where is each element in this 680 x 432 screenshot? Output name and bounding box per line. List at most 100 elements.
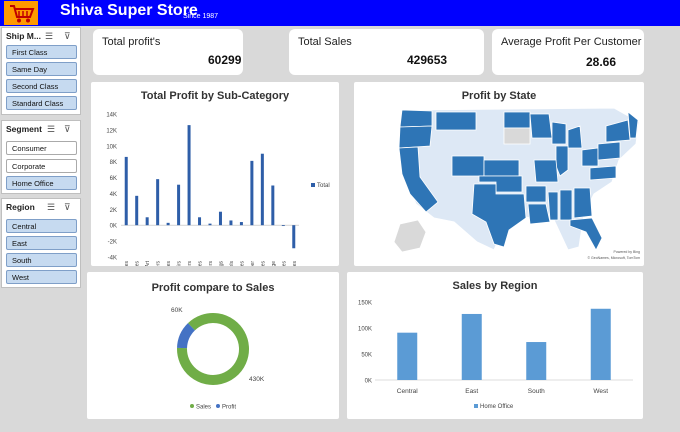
bar bbox=[145, 217, 149, 226]
kpi-value: 60299 bbox=[208, 53, 242, 67]
bar bbox=[166, 222, 170, 226]
cart-icon bbox=[4, 1, 38, 25]
clear-filter-icon[interactable]: ⊽ bbox=[64, 124, 71, 134]
legend-label: Profit bbox=[222, 405, 236, 411]
bar bbox=[260, 153, 264, 226]
chart-title: Profit by State bbox=[461, 90, 537, 102]
legend-label: Home Office bbox=[480, 404, 514, 410]
multi-select-icon[interactable]: ☰ bbox=[47, 124, 56, 134]
x-tick-label: Tables bbox=[292, 261, 298, 267]
slicer-item-east[interactable]: East bbox=[6, 236, 77, 250]
map-state-colorado bbox=[451, 155, 485, 177]
slicer-item-central[interactable]: Central bbox=[6, 219, 77, 233]
x-tick-label: Binders bbox=[156, 261, 162, 267]
y-tick-label: 10K bbox=[106, 144, 117, 150]
chart-profit-vs-sales: Profit compare to Sales 430K 60K Sales Prof… bbox=[87, 272, 339, 419]
bar bbox=[281, 225, 285, 227]
region-bar-chart: 0K 50K 100K 150K Central East South West Home Of… bbox=[358, 301, 633, 410]
slicer-item-west[interactable]: West bbox=[6, 270, 77, 284]
slicer-segment: Segment ☰ ⊽ Consumer Corporate Home Offi… bbox=[1, 120, 81, 194]
map-state-michigan bbox=[567, 125, 583, 149]
slicer-item-south[interactable]: South bbox=[6, 253, 77, 267]
map-state-alaska bbox=[393, 219, 427, 253]
y-tick-label: 50K bbox=[361, 353, 372, 359]
y-tick-label: 2K bbox=[110, 208, 117, 214]
chart-sales-region: Sales by Region 0K 50K 100K 150K Central East… bbox=[347, 272, 643, 419]
y-tick-label: 0K bbox=[110, 224, 117, 230]
y-tick-label: -2K bbox=[108, 240, 117, 246]
x-tick-label: Furnishings bbox=[218, 261, 224, 266]
x-tick-label: Paper bbox=[250, 261, 256, 266]
slicer-title: Segment bbox=[6, 124, 42, 134]
kpi-avg-profit: Average Profit Per Customer 28.66 bbox=[492, 29, 644, 75]
y-tick-label: 14K bbox=[106, 113, 117, 119]
slicer-item-consumer[interactable]: Consumer bbox=[6, 141, 77, 155]
slicer-item-first-class[interactable]: First Class bbox=[6, 45, 77, 59]
bar bbox=[229, 220, 233, 226]
slicer-item-home-office[interactable]: Home Office bbox=[6, 176, 77, 190]
map-state-oregon bbox=[398, 125, 433, 149]
x-tick-label: Machines bbox=[239, 261, 245, 266]
map-state-mississippi bbox=[547, 191, 559, 221]
legend-swatch bbox=[190, 404, 194, 408]
map-state-washington bbox=[399, 109, 433, 128]
slicer-title: Region bbox=[6, 202, 35, 212]
map-state-arkansas bbox=[525, 185, 547, 203]
bar bbox=[198, 217, 202, 226]
y-tick-label: 8K bbox=[110, 160, 117, 166]
x-tick-label: Art bbox=[145, 260, 151, 266]
bar bbox=[135, 195, 139, 226]
donut-slice bbox=[177, 323, 196, 349]
x-tick-label: West bbox=[593, 388, 608, 395]
x-tick-label: Envelopes bbox=[198, 261, 204, 266]
bar bbox=[177, 184, 181, 226]
slicer-item-second-class[interactable]: Second Class bbox=[6, 79, 77, 93]
legend-swatch bbox=[311, 183, 315, 187]
map-state-pennsylvania bbox=[597, 141, 621, 161]
x-tick-label: Labels bbox=[229, 261, 235, 266]
clear-filter-icon[interactable]: ⊽ bbox=[64, 31, 71, 41]
legend-swatch bbox=[216, 404, 220, 408]
map-state-south-dakota bbox=[503, 127, 531, 145]
x-tick-label: Storage bbox=[271, 261, 277, 266]
y-tick-label: 0K bbox=[365, 379, 372, 385]
slicer-item-same-day[interactable]: Same Day bbox=[6, 62, 77, 76]
kpi-label: Average Profit Per Customer bbox=[501, 36, 642, 48]
kpi-total-profit: Total profit's 60299 bbox=[93, 29, 243, 75]
map-state-north-dakota bbox=[503, 111, 531, 129]
x-tick-label: Bookcases bbox=[166, 261, 172, 266]
x-tick-label: Appliances bbox=[135, 261, 141, 266]
map-attribution-line1: Powered by Bing bbox=[614, 250, 641, 254]
bar bbox=[124, 156, 128, 226]
data-label-profit: 60K bbox=[171, 307, 183, 314]
map-state-kansas bbox=[483, 159, 520, 177]
clear-filter-icon[interactable]: ⊽ bbox=[64, 202, 71, 212]
map-state-alabama bbox=[559, 189, 573, 221]
bar bbox=[292, 225, 296, 249]
chart-profit-state: Profit by State Powered by Bing © GeoNam… bbox=[354, 82, 644, 266]
map-state-montana bbox=[435, 111, 477, 131]
us-state-map: Powered by Bing © GeoNames, Microsoft, T… bbox=[393, 107, 641, 260]
slicer-item-standard-class[interactable]: Standard Class bbox=[6, 96, 77, 110]
kpi-label: Total profit's bbox=[102, 36, 161, 48]
slicer-item-corporate[interactable]: Corporate bbox=[6, 159, 77, 173]
kpi-total-sales: Total Sales 429653 bbox=[289, 29, 484, 75]
x-tick-label: Central bbox=[397, 388, 419, 395]
x-tick-label: Chairs bbox=[177, 261, 183, 266]
data-label-sales: 430K bbox=[249, 376, 265, 383]
multi-select-icon[interactable]: ☰ bbox=[45, 31, 54, 41]
slicer-ship-mode: Ship M... ☰ ⊽ First Class Same Day Secon… bbox=[1, 27, 81, 115]
map-state-louisiana bbox=[527, 203, 551, 225]
slicer-region: Region ☰ ⊽ Central East South West bbox=[1, 198, 81, 288]
x-tick-label: Supplies bbox=[281, 261, 287, 266]
bar bbox=[156, 179, 160, 226]
map-state-missouri bbox=[533, 159, 559, 183]
donut-slice bbox=[177, 313, 249, 385]
map-state-minnesota bbox=[529, 113, 553, 139]
multi-select-icon[interactable]: ☰ bbox=[47, 202, 56, 212]
map-state-ohio bbox=[581, 147, 599, 167]
x-tick-label: South bbox=[528, 388, 545, 395]
bar bbox=[239, 222, 243, 226]
slicer-title: Ship M... bbox=[6, 31, 41, 41]
bar bbox=[397, 332, 418, 380]
